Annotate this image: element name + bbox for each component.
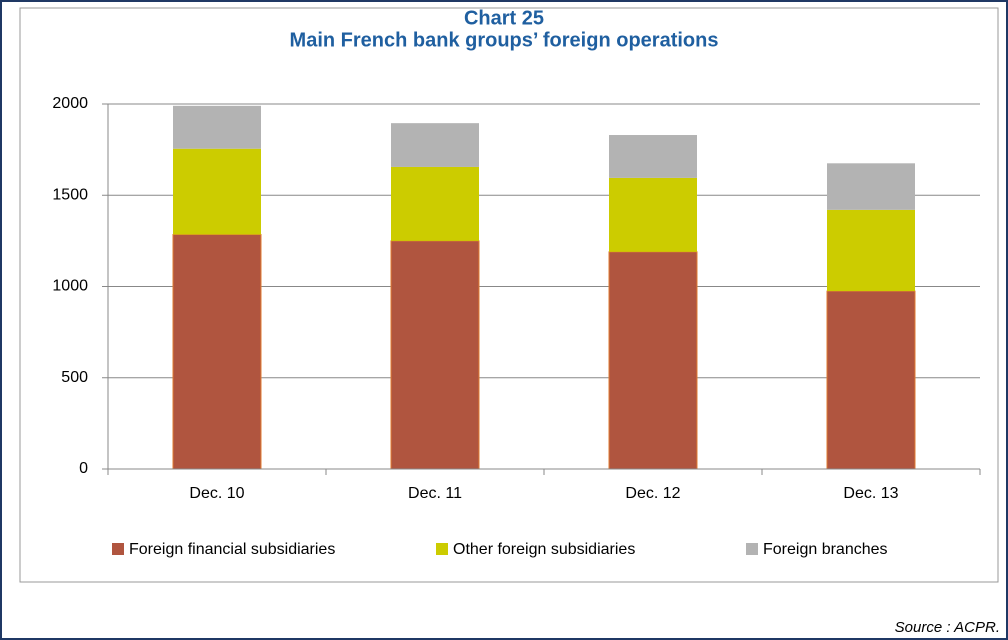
legend-swatch [112, 543, 124, 555]
chart-subtitle: Main French bank groups’ foreign operati… [290, 29, 719, 51]
x-tick-label: Dec. 11 [408, 485, 462, 502]
bar-segment [608, 251, 698, 470]
bar-segment [827, 163, 915, 210]
y-tick-label: 2000 [52, 95, 88, 112]
legend-label: Other foreign subsidiaries [453, 541, 635, 558]
bar-segment [827, 209, 915, 292]
source-note: Source : ACPR. [895, 619, 1000, 636]
y-tick-label: 1000 [52, 278, 88, 295]
bar-segment [173, 148, 261, 235]
x-tick-label: Dec. 10 [189, 485, 244, 502]
legend-label: Foreign financial subsidiaries [129, 541, 335, 558]
bar-segment [826, 290, 916, 470]
bar-segment [391, 166, 479, 241]
y-tick-label: 1500 [52, 186, 88, 203]
bar-segment [172, 233, 262, 470]
bar-segment [390, 240, 480, 470]
x-tick-label: Dec. 12 [625, 485, 680, 502]
bar-segment [609, 135, 697, 178]
bar-segment [609, 177, 697, 252]
bar-segment [391, 123, 479, 167]
legend-label: Foreign branches [763, 541, 888, 558]
y-tick-label: 0 [79, 460, 88, 477]
legend-swatch [436, 543, 448, 555]
y-tick-label: 500 [61, 369, 88, 386]
chart-title: Chart 25 [464, 7, 544, 29]
x-tick-label: Dec. 13 [843, 485, 898, 502]
bar-segment [173, 105, 261, 149]
legend-swatch [746, 543, 758, 555]
